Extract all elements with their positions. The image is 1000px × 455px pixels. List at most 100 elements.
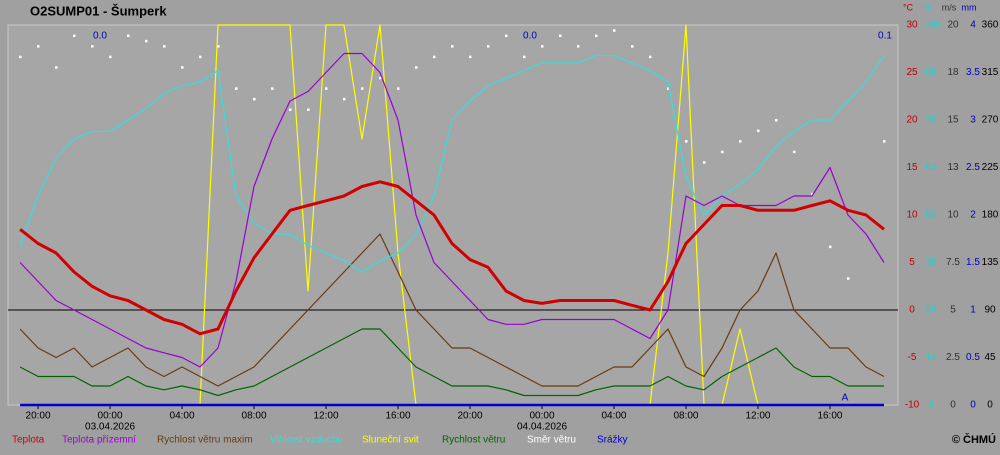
y-tick-label: 7.5: [946, 257, 960, 268]
y-tick-label: 18: [947, 67, 959, 78]
wind-direction-dot: [379, 76, 382, 80]
annotation: A: [842, 393, 849, 404]
y-tick-label: 2: [970, 210, 976, 221]
wind-direction-dot: [558, 34, 562, 38]
wind-direction-dot: [666, 87, 670, 90]
y-tick-label: 20: [947, 20, 959, 31]
y-tick-label: -5: [908, 352, 917, 363]
series-line: [19, 54, 885, 273]
x-tick-label: 16:00: [817, 411, 842, 422]
y-tick-label: 5: [909, 257, 915, 268]
y-tick-label: 0.5: [966, 352, 980, 363]
y-tick-label: 38: [925, 257, 937, 268]
legend-entry: Teplota: [12, 435, 45, 446]
y-tick-label: 225: [982, 162, 999, 173]
y-tick-label: 315: [982, 67, 999, 78]
y-tick-label: 30: [906, 20, 918, 31]
legend-entry: Sluneční svit: [362, 435, 419, 446]
y-tick-label: 63: [925, 162, 937, 173]
y-tick-label: 270: [982, 115, 999, 126]
wind-direction-dot: [397, 87, 400, 90]
y-tick-label: 90: [984, 305, 996, 316]
x-tick-label: 08:00: [673, 411, 698, 422]
x-tick-label: 20:00: [457, 411, 482, 422]
axis-unit: mm: [962, 2, 977, 12]
y-tick-label: -10: [905, 400, 920, 411]
x-tick-label: 12:00: [314, 411, 339, 422]
date-label: 03.04.2026: [85, 422, 135, 433]
y-tick-label: 15: [906, 162, 918, 173]
wind-direction-dot: [163, 45, 166, 48]
y-tick-label: 360: [982, 20, 999, 31]
wind-direction-dot: [810, 192, 814, 196]
y-tick-label: 2.5: [966, 162, 980, 173]
y-tick-label: 100: [923, 20, 940, 31]
x-tick-label: 20:00: [26, 411, 51, 422]
precip-sum: 0.0: [93, 31, 107, 42]
wind-direction-dot: [451, 45, 454, 48]
wind-direction-dot: [217, 45, 220, 48]
legend-entry: Vlhkost vzduchu: [270, 435, 343, 446]
wind-direction-dot: [307, 108, 310, 111]
y-tick-label: 45: [984, 352, 996, 363]
y-tick-label: 75: [925, 115, 937, 126]
wind-direction-dot: [846, 277, 850, 280]
wind-direction-dot: [235, 87, 238, 90]
series-line: [19, 328, 884, 397]
wind-direction-dot: [505, 34, 508, 38]
wind-direction-dot: [684, 140, 688, 143]
wind-direction-dot: [73, 34, 76, 38]
y-tick-label: 0: [950, 400, 956, 411]
y-tick-label: 3.5: [966, 67, 980, 78]
wind-direction-dot: [415, 66, 418, 69]
wind-direction-dot: [487, 45, 490, 48]
y-tick-label: 0: [987, 400, 993, 411]
plot-area: [7, 24, 899, 406]
y-tick-label: 0: [909, 305, 915, 316]
y-tick-label: 135: [982, 257, 999, 268]
x-tick-label: 08:00: [242, 411, 267, 422]
y-tick-label: 50: [925, 210, 937, 221]
precip-sum: 0.1: [878, 31, 892, 42]
wind-direction-dot: [343, 97, 346, 101]
x-tick-label: 04:00: [170, 411, 195, 422]
wind-direction-dot: [253, 97, 256, 101]
y-tick-label: 1.5: [966, 257, 980, 268]
y-tick-label: 13: [925, 352, 937, 363]
y-tick-label: 2.5: [946, 352, 960, 363]
wind-direction-dot: [882, 140, 886, 143]
y-tick-label: 25: [906, 67, 918, 78]
y-tick-label: 10: [947, 210, 959, 221]
wind-direction-dot: [576, 45, 580, 48]
series-line: [19, 233, 885, 387]
wind-direction-dot: [91, 45, 94, 48]
legend-entry: Rychlost větru maxim: [157, 435, 253, 446]
wind-direction-dot: [541, 45, 544, 48]
y-tick-label: 5: [950, 305, 956, 316]
y-tick-label: 180: [982, 210, 999, 221]
wind-direction-dot: [720, 150, 724, 154]
wind-direction-dot: [289, 108, 292, 111]
y-tick-label: 0: [970, 400, 976, 411]
y-tick-label: 0: [928, 400, 934, 411]
wind-direction-dot: [523, 55, 526, 59]
wind-direction-dot: [199, 55, 202, 59]
x-tick-label: 00:00: [529, 411, 554, 422]
precip-sum: 0.0: [523, 31, 537, 42]
wind-direction-dot: [145, 39, 148, 43]
y-tick-label: 1: [970, 305, 976, 316]
y-tick-label: 4: [970, 20, 976, 31]
wind-direction-dot: [127, 34, 130, 38]
chart-title: O2SUMP01 - Šumperk: [30, 3, 167, 18]
wind-direction-dot: [325, 87, 328, 90]
wind-direction-dot: [774, 119, 778, 122]
y-tick-label: 3: [970, 115, 976, 126]
wind-direction-dot: [271, 87, 274, 90]
wind-direction-dot: [756, 129, 760, 133]
wind-direction-dot: [828, 245, 832, 249]
wind-direction-dot: [361, 87, 364, 90]
wind-direction-dot: [648, 55, 652, 59]
wind-direction-dot: [612, 29, 616, 32]
